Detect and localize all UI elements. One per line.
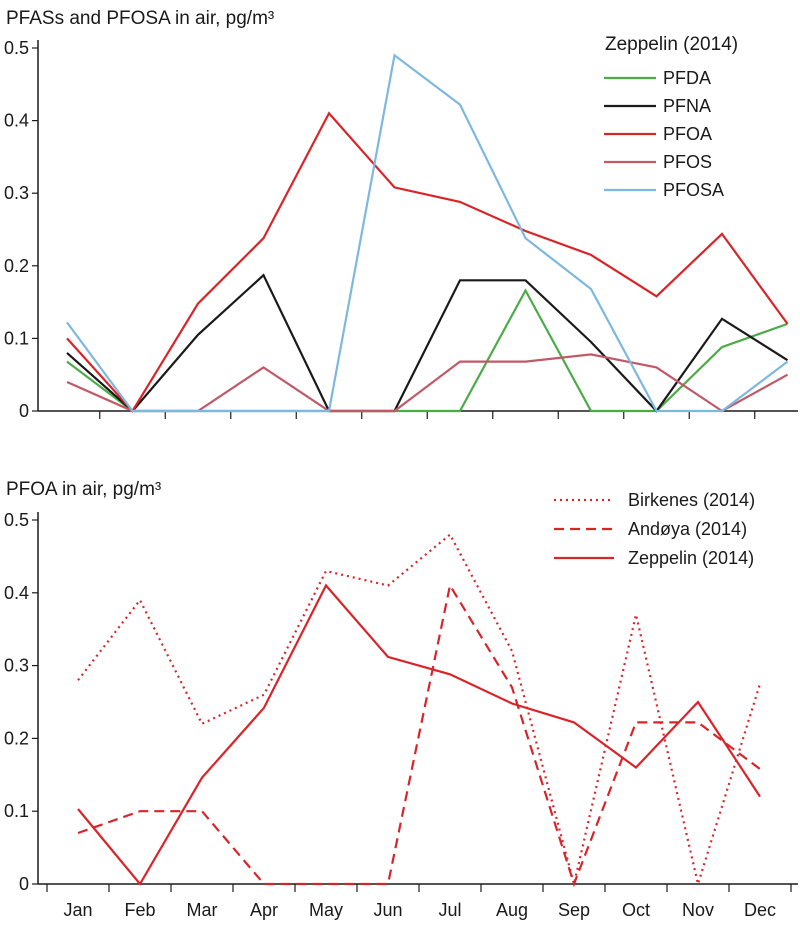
x-tick-label: Jul [438,900,461,920]
x-tick-label: Dec [744,900,776,920]
y-tick-label: 0.5 [4,38,29,58]
legend-label: PFOS [663,152,712,172]
series-line-pfoa [66,111,789,413]
y-tick-label: 0.2 [4,728,29,748]
x-tick-label: Nov [682,900,714,920]
series-line-pfosa [66,53,789,413]
legend-label: PFNA [663,96,711,116]
chart-title: PFOA in air, pg/m³ [6,479,161,500]
legend-label: PFDA [663,68,711,88]
y-tick-label: 0.3 [4,656,29,676]
x-tick-label: Sep [558,900,590,920]
y-tick-label: 0.2 [4,256,29,276]
legend-label: Birkenes (2014) [628,490,755,510]
legend-label: PFOSA [663,180,724,200]
x-tick-label: Feb [124,900,155,920]
legend-label: PFOA [663,124,712,144]
chart-title: PFASs and PFOSA in air, pg/m³ [6,8,274,29]
y-tick-label: 0 [19,401,29,421]
chart-panel-1: PFASs and PFOSA in air, pg/m³ 0 0.1 0.2 0.3 0… [4,8,798,421]
series-line-and-ya-2014 [77,582,761,888]
x-tick-label: Oct [622,900,650,920]
legend-label: Zeppelin (2014) [628,548,754,568]
x-tick-label: Jun [373,900,402,920]
y-tick-label: 0.4 [4,583,29,603]
series-line-zeppelin-2014 [77,583,761,886]
y-tick-label: 0.4 [4,111,29,131]
y-tick-label: 0 [19,874,29,894]
x-tick-label: May [309,900,343,920]
series-line-pfda [66,288,788,413]
x-tick-label: Mar [187,900,218,920]
y-tick-label: 0.1 [4,328,29,348]
legend-title: Zeppelin (2014) [605,34,738,55]
chart-panel-2: PFOA in air, pg/m³ 0 0.1 0.2 0.3 0.4 0.5 Jan Feb… [4,479,798,920]
y-tick-label: 0.5 [4,510,29,530]
legend-label: Andøya (2014) [628,519,747,539]
x-tick-label: Apr [250,900,278,920]
series-line-birkenes-2014 [77,532,762,889]
x-tick-label: Aug [496,900,528,920]
series-line-pfna [66,273,789,413]
y-tick-label: 0.1 [4,801,29,821]
y-tick-label: 0.3 [4,183,29,203]
x-tick-label: Jan [63,900,92,920]
